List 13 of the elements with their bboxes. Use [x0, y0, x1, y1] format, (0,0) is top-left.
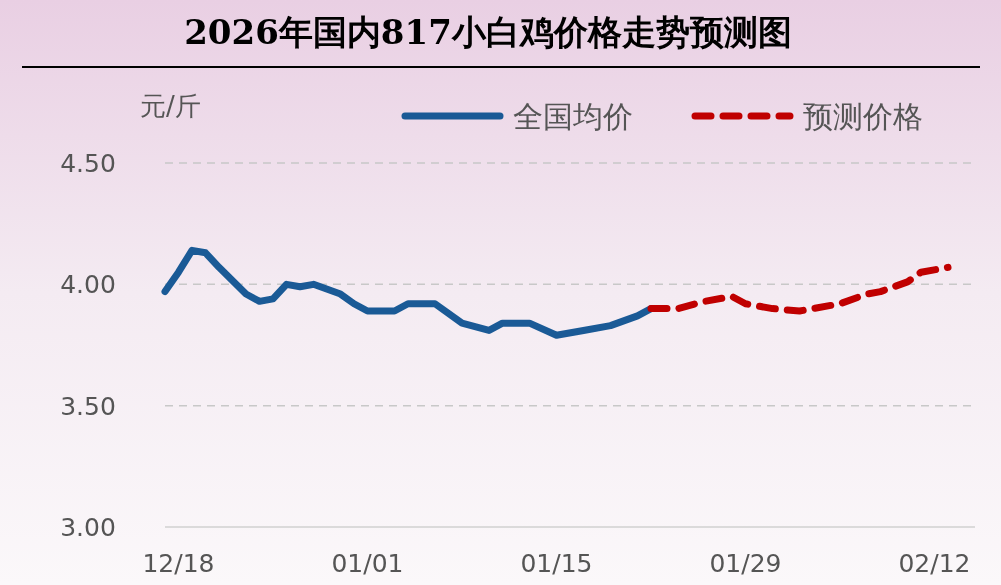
y-tick-label: 3.00 [60, 513, 116, 542]
x-tick-label: 02/12 [898, 549, 971, 578]
x-tick-label: 01/01 [331, 549, 404, 578]
x-tick-label: 01/29 [709, 549, 782, 578]
legend-label: 全国均价 [513, 99, 633, 134]
x-tick-label: 12/18 [142, 549, 215, 578]
x-tick-label: 01/15 [520, 549, 593, 578]
legend-label: 预测价格 [803, 99, 923, 134]
y-tick-label: 3.50 [60, 391, 116, 421]
chart-title: 2026年国内817小白鸡价格走势预测图 [184, 12, 792, 52]
y-axis-title: 元/斤 [140, 91, 201, 121]
y-tick-label: 4.00 [60, 270, 116, 300]
y-tick-label: 4.50 [60, 149, 116, 178]
